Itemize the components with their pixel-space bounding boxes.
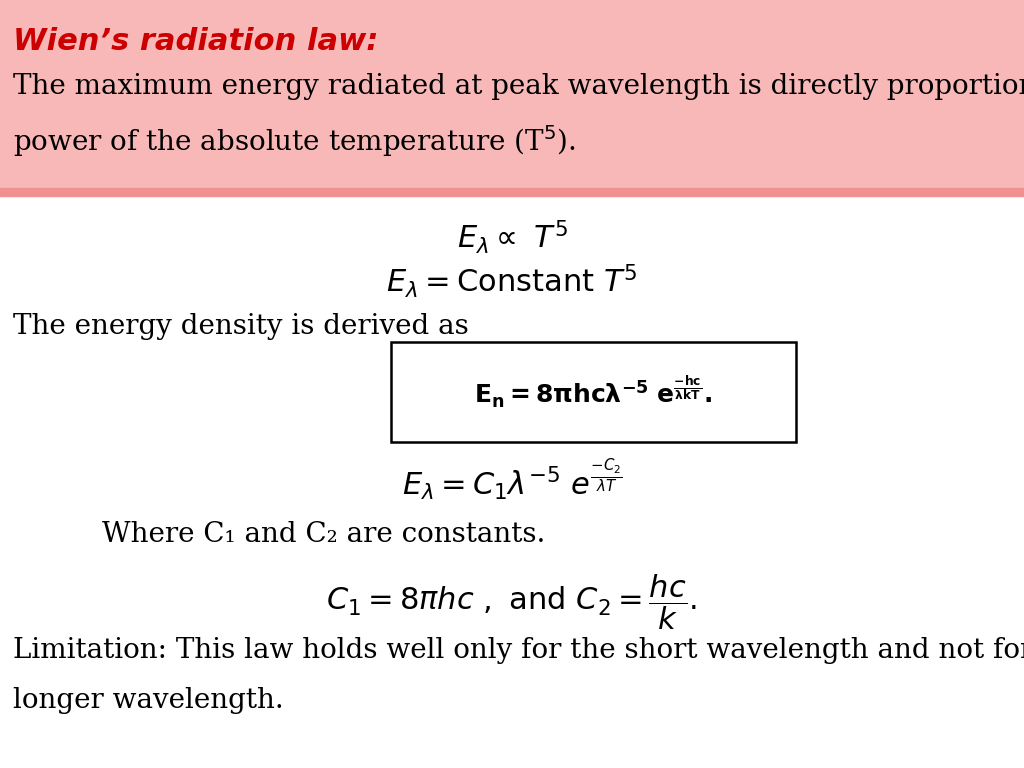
Text: longer wavelength.: longer wavelength.	[13, 687, 284, 714]
Text: power of the absolute temperature (T$^5$).: power of the absolute temperature (T$^5$…	[13, 123, 575, 159]
Text: $\mathbf{E_n = 8\pi hc\lambda^{-5}\ e^{\frac{-hc}{\lambda kT}}.}$: $\mathbf{E_n = 8\pi hc\lambda^{-5}\ e^{\…	[474, 373, 713, 410]
Text: Wien’s radiation law:: Wien’s radiation law:	[13, 27, 379, 56]
Text: $E_{\lambda} = C_1\lambda^{-5}\ e^{\frac{-C_2}{\lambda T}}$: $E_{\lambda} = C_1\lambda^{-5}\ e^{\frac…	[401, 457, 623, 503]
Text: Where C₁ and C₂ are constants.: Where C₁ and C₂ are constants.	[102, 521, 546, 548]
FancyBboxPatch shape	[391, 342, 796, 442]
Text: The maximum energy radiated at peak wavelength is directly proportional to the f: The maximum energy radiated at peak wave…	[13, 73, 1024, 100]
Text: $E_{\lambda} \propto\ T^5$: $E_{\lambda} \propto\ T^5$	[457, 219, 567, 257]
Text: The energy density is derived as: The energy density is derived as	[13, 313, 469, 340]
FancyBboxPatch shape	[0, 188, 1024, 196]
Text: $C_1 = 8\pi hc\ ,\ \mathrm{and}\ C_2 = \dfrac{hc}{k}.$: $C_1 = 8\pi hc\ ,\ \mathrm{and}\ C_2 = \…	[327, 572, 697, 632]
Text: $E_{\lambda} = \mathrm{Constant}\ T^5$: $E_{\lambda} = \mathrm{Constant}\ T^5$	[386, 263, 638, 300]
Text: Limitation: This law holds well only for the short wavelength and not for the: Limitation: This law holds well only for…	[13, 637, 1024, 664]
FancyBboxPatch shape	[0, 0, 1024, 188]
